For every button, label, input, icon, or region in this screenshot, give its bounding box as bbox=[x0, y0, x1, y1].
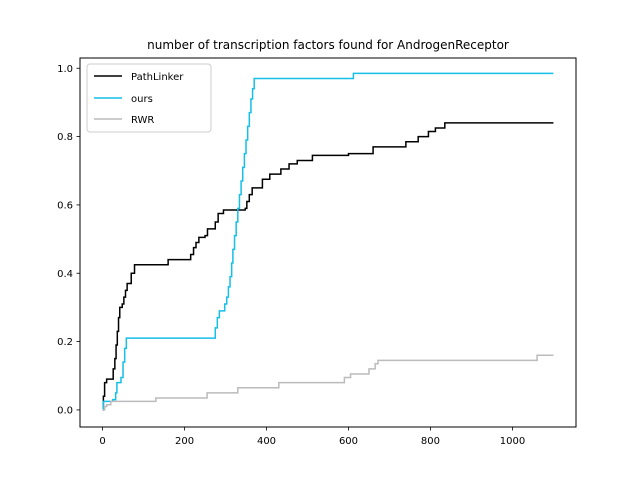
chart-title: number of transcription factors found fo… bbox=[147, 38, 509, 52]
legend-label-rwr: RWR bbox=[131, 115, 154, 126]
plot-frame bbox=[79, 57, 577, 428]
y-tick-label: 0.2 bbox=[57, 337, 73, 348]
x-tick-label: 0 bbox=[99, 436, 105, 447]
legend-label-pathlinker: PathLinker bbox=[131, 72, 184, 83]
y-axis: 0.0 0.2 0.4 0.6 0.8 1.0 bbox=[57, 64, 80, 416]
x-tick-label: 800 bbox=[421, 436, 440, 447]
y-tick-label: 0.8 bbox=[57, 132, 73, 143]
y-tick-label: 1.0 bbox=[57, 64, 73, 75]
x-tick-label: 1000 bbox=[500, 436, 525, 447]
x-tick-label: 600 bbox=[339, 436, 358, 447]
x-tick-label: 400 bbox=[257, 436, 276, 447]
y-tick-label: 0.0 bbox=[57, 405, 73, 416]
legend: PathLinker ours RWR bbox=[86, 63, 212, 133]
series-line-ours bbox=[102, 72, 554, 411]
x-tick-label: 200 bbox=[175, 436, 194, 447]
legend-box bbox=[86, 63, 212, 133]
plot-lines bbox=[102, 72, 554, 411]
legend-label-ours: ours bbox=[131, 94, 153, 105]
series-line-rwr bbox=[102, 354, 554, 411]
series-line-pathlinker bbox=[102, 122, 554, 411]
y-tick-label: 0.4 bbox=[57, 269, 73, 280]
x-axis: 0 200 400 600 800 1000 bbox=[99, 427, 525, 447]
y-tick-label: 0.6 bbox=[57, 200, 73, 211]
